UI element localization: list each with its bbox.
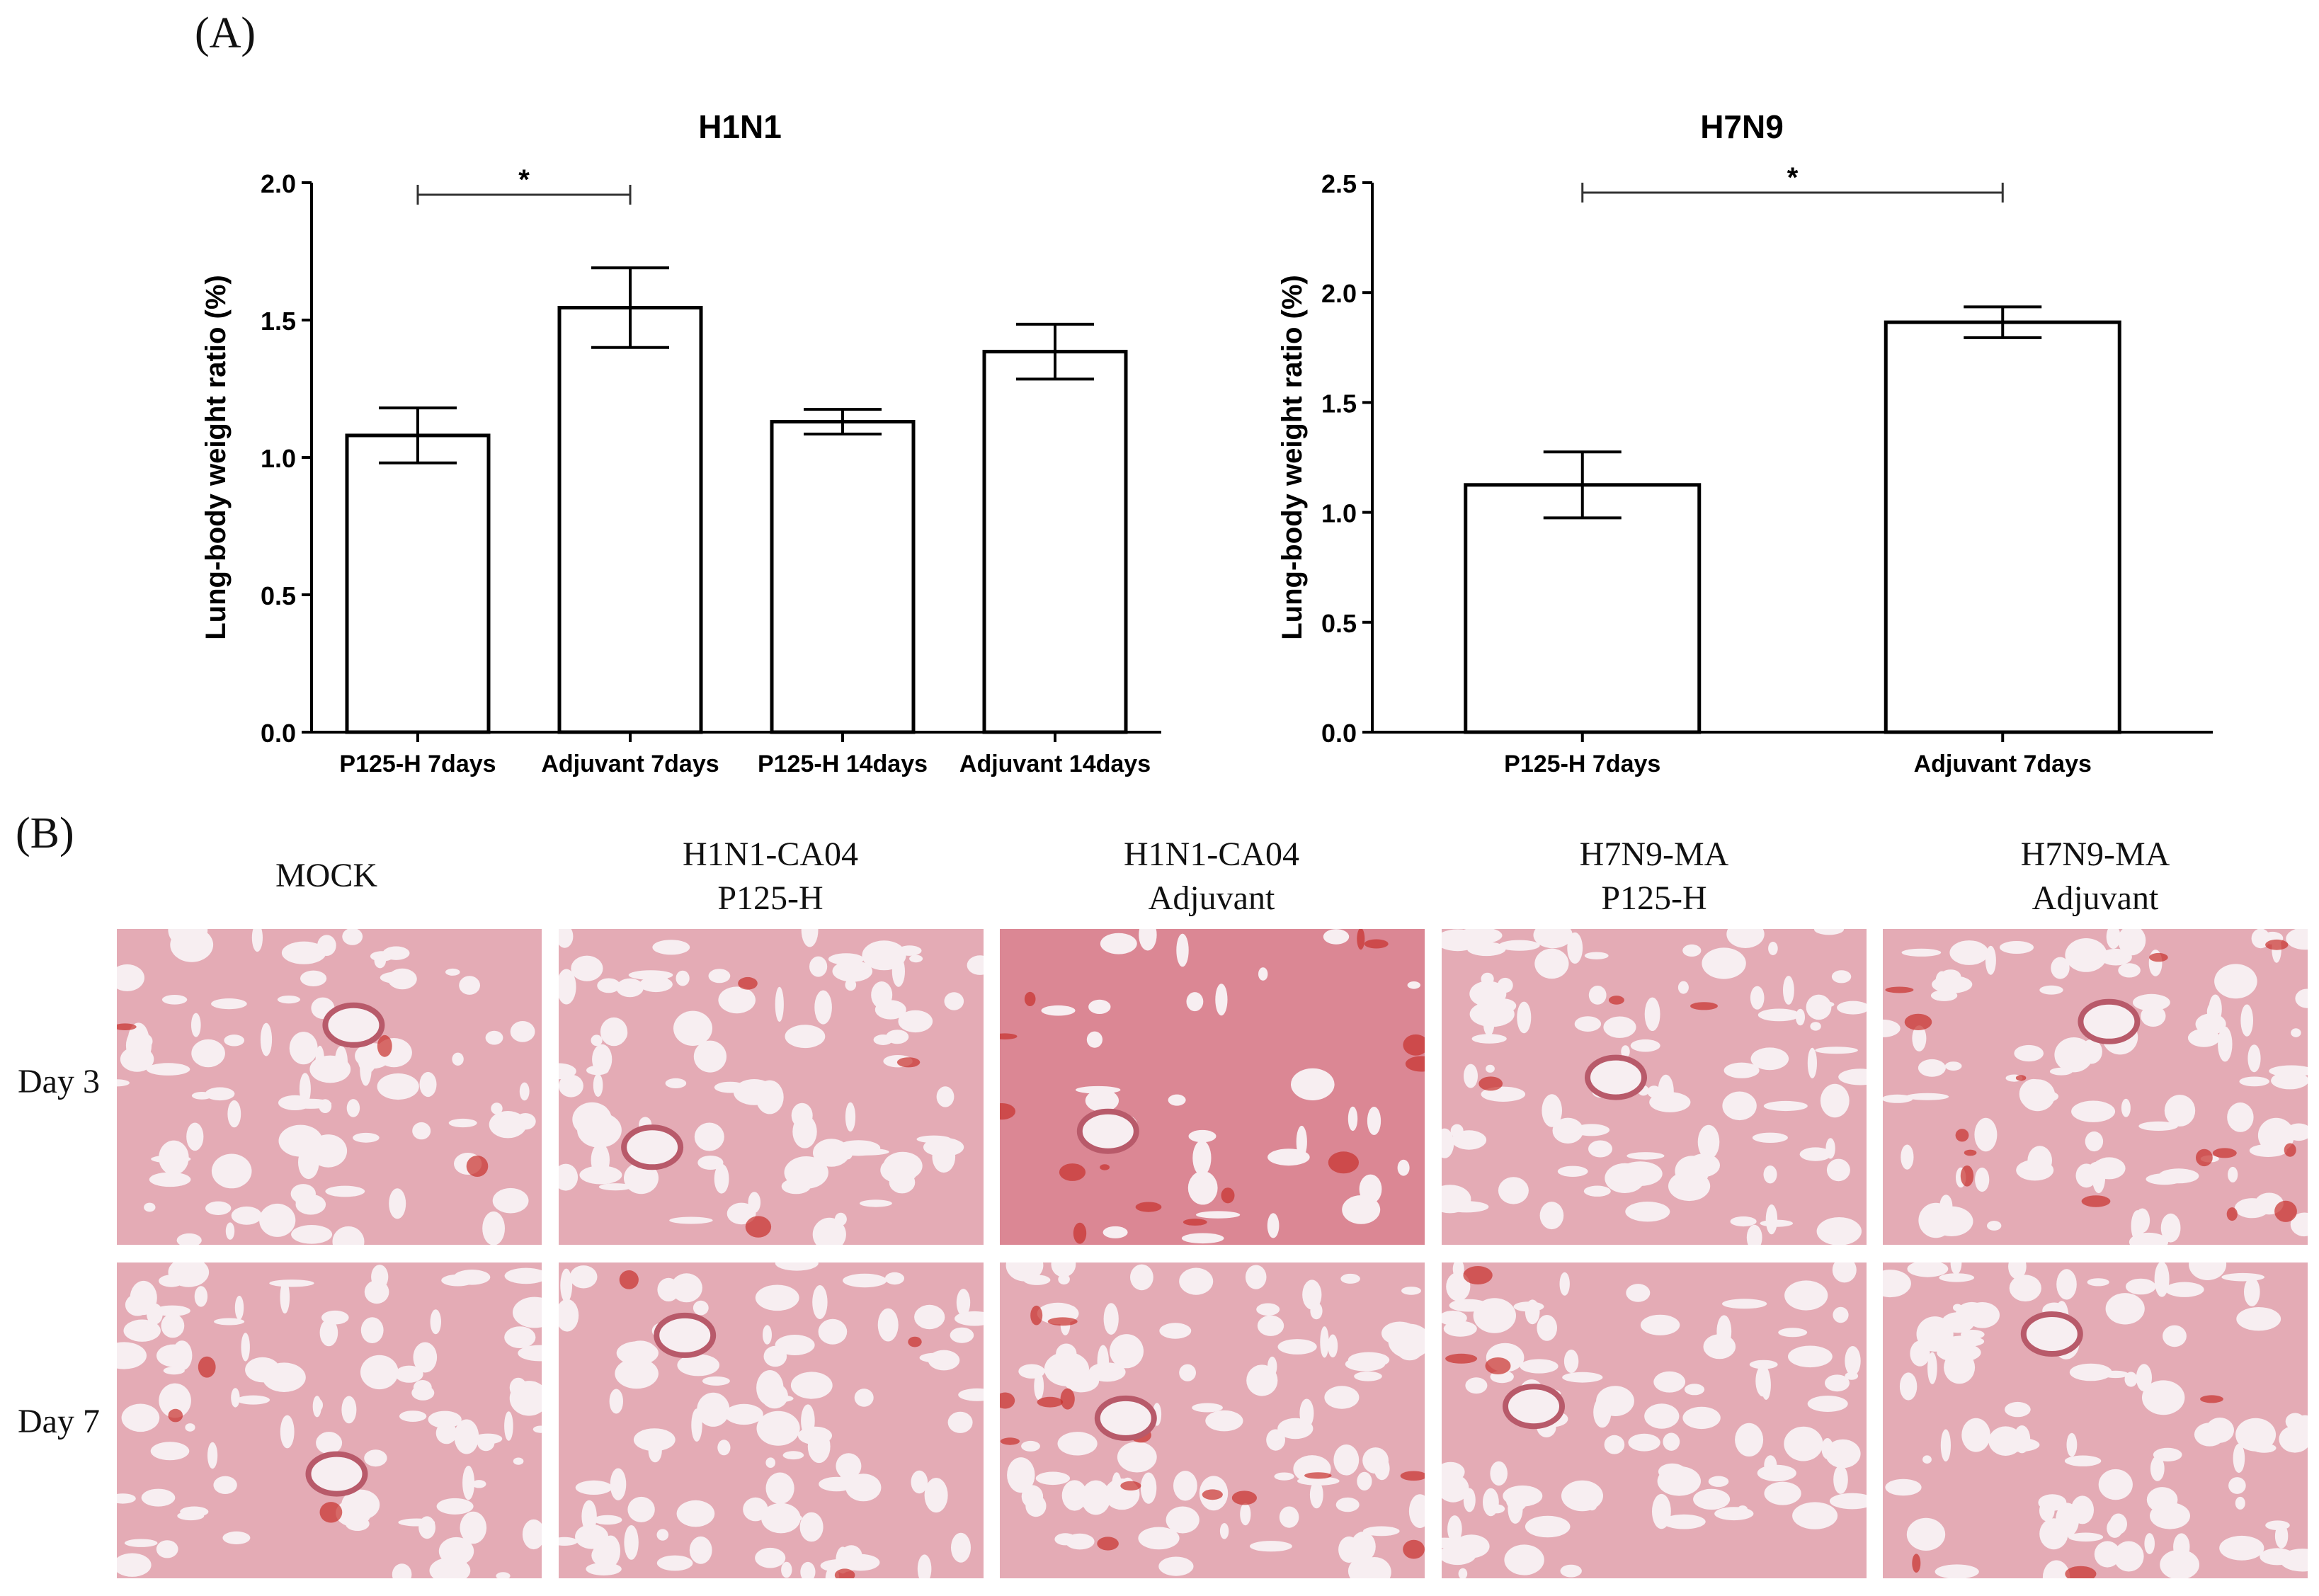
significance-star: *: [518, 164, 530, 195]
chart-h7n9: H7N9 Lung-body weight ratio (%) 0.0 0.5 1.0 1…: [1277, 108, 2213, 777]
tissue-texture: [1000, 1262, 1425, 1578]
chart-title: H7N9: [1700, 108, 1784, 145]
column-header-line2: P125-H: [1601, 879, 1707, 917]
histology-image-h1n1-adjuvant-day3: [1000, 929, 1425, 1245]
y-tick-label: 0.0: [1321, 719, 1357, 748]
histology-image-h7n9-adjuvant-day7: [1883, 1262, 2308, 1578]
y-tick-label: 1.5: [1321, 389, 1357, 418]
tissue-texture: [117, 929, 542, 1245]
x-tick-label: Adjuvant 7days: [541, 751, 719, 777]
column-header-line1: H1N1-CA04: [683, 836, 858, 873]
chart-title: H1N1: [698, 108, 782, 145]
histology-image-h1n1-adjuvant-day7: [1000, 1262, 1425, 1578]
tissue-texture: [559, 1262, 984, 1578]
histology-image-h7n9-p125h-day7: [1442, 1262, 1867, 1578]
column-header-h1n1-adjuvant: H1N1-CA04 Adjuvant: [999, 833, 1424, 920]
histology-image-mock-day3: [117, 929, 542, 1245]
tissue-texture: [559, 929, 984, 1245]
x-tick-label: P125-H 7days: [1504, 751, 1660, 777]
histology-image-h7n9-p125h-day3: [1442, 929, 1867, 1245]
histology-image-mock-day7: [117, 1262, 542, 1578]
y-tick-label: 0.5: [261, 581, 296, 610]
y-tick-label: 1.5: [261, 307, 296, 336]
column-header-line1: H7N9-MA: [1579, 836, 1729, 873]
tissue-texture: [1883, 929, 2308, 1245]
bar: [770, 420, 916, 734]
tissue-texture: [1000, 929, 1425, 1245]
y-tick-label: 2.0: [1321, 279, 1357, 308]
column-header-line1: H1N1-CA04: [1124, 836, 1299, 873]
bar: [345, 433, 491, 734]
y-axis-label: Lung-body weight ratio (%): [200, 275, 232, 640]
bar: [557, 306, 703, 734]
column-header-line2: P125-H: [717, 879, 824, 917]
y-tick-label: 2.0: [261, 169, 296, 198]
column-header-line1: H7N9-MA: [2020, 836, 2170, 873]
bar-charts: H1N1 Lung-body weight ratio (%) 0.0 0.5 1.0 1…: [200, 108, 2213, 777]
x-tick-label: P125-H 14days: [758, 751, 928, 777]
histology-image-h1n1-p125h-day3: [559, 929, 984, 1245]
y-tick-label: 1.0: [1321, 499, 1357, 528]
histology-image-h1n1-p125h-day7: [559, 1262, 984, 1578]
bar: [982, 350, 1128, 734]
column-header-h1n1-p125h: H1N1-CA04 P125-H: [558, 833, 983, 920]
panel-b-label: (B): [16, 809, 74, 857]
x-tick-label: Adjuvant 14days: [959, 751, 1151, 777]
histology-image-h7n9-adjuvant-day3: [1883, 929, 2308, 1245]
y-axis-label: Lung-body weight ratio (%): [1277, 275, 1308, 640]
column-header-mock: MOCK: [114, 854, 539, 898]
x-tick-label: Adjuvant 7days: [1914, 751, 2092, 777]
panel-a-label: (A): [195, 9, 256, 57]
row-label-day7: Day 7: [18, 1403, 100, 1440]
bar: [1464, 483, 1702, 734]
tissue-texture: [1442, 929, 1867, 1245]
tissue-texture: [1442, 1262, 1867, 1578]
bar: [1884, 320, 2121, 734]
y-tick-label: 0.5: [1321, 609, 1357, 638]
tissue-texture: [1883, 1262, 2308, 1578]
column-header-h7n9-p125h: H7N9-MA P125-H: [1442, 833, 1867, 920]
chart-h1n1: H1N1 Lung-body weight ratio (%) 0.0 0.5 1.0 1…: [200, 108, 1161, 777]
tissue-texture: [117, 1262, 542, 1578]
y-tick-label: 1.0: [261, 444, 296, 473]
significance-star: *: [1787, 162, 1799, 193]
column-header-line2: Adjuvant: [1148, 879, 1275, 917]
column-header-h7n9-adjuvant: H7N9-MA Adjuvant: [1883, 833, 2308, 920]
row-label-day3: Day 3: [18, 1063, 100, 1100]
y-tick-label: 2.5: [1321, 169, 1357, 198]
y-tick-label: 0.0: [261, 719, 296, 748]
column-header-line1: MOCK: [275, 857, 378, 894]
x-tick-label: P125-H 7days: [339, 751, 496, 777]
column-header-line2: Adjuvant: [2032, 879, 2159, 917]
